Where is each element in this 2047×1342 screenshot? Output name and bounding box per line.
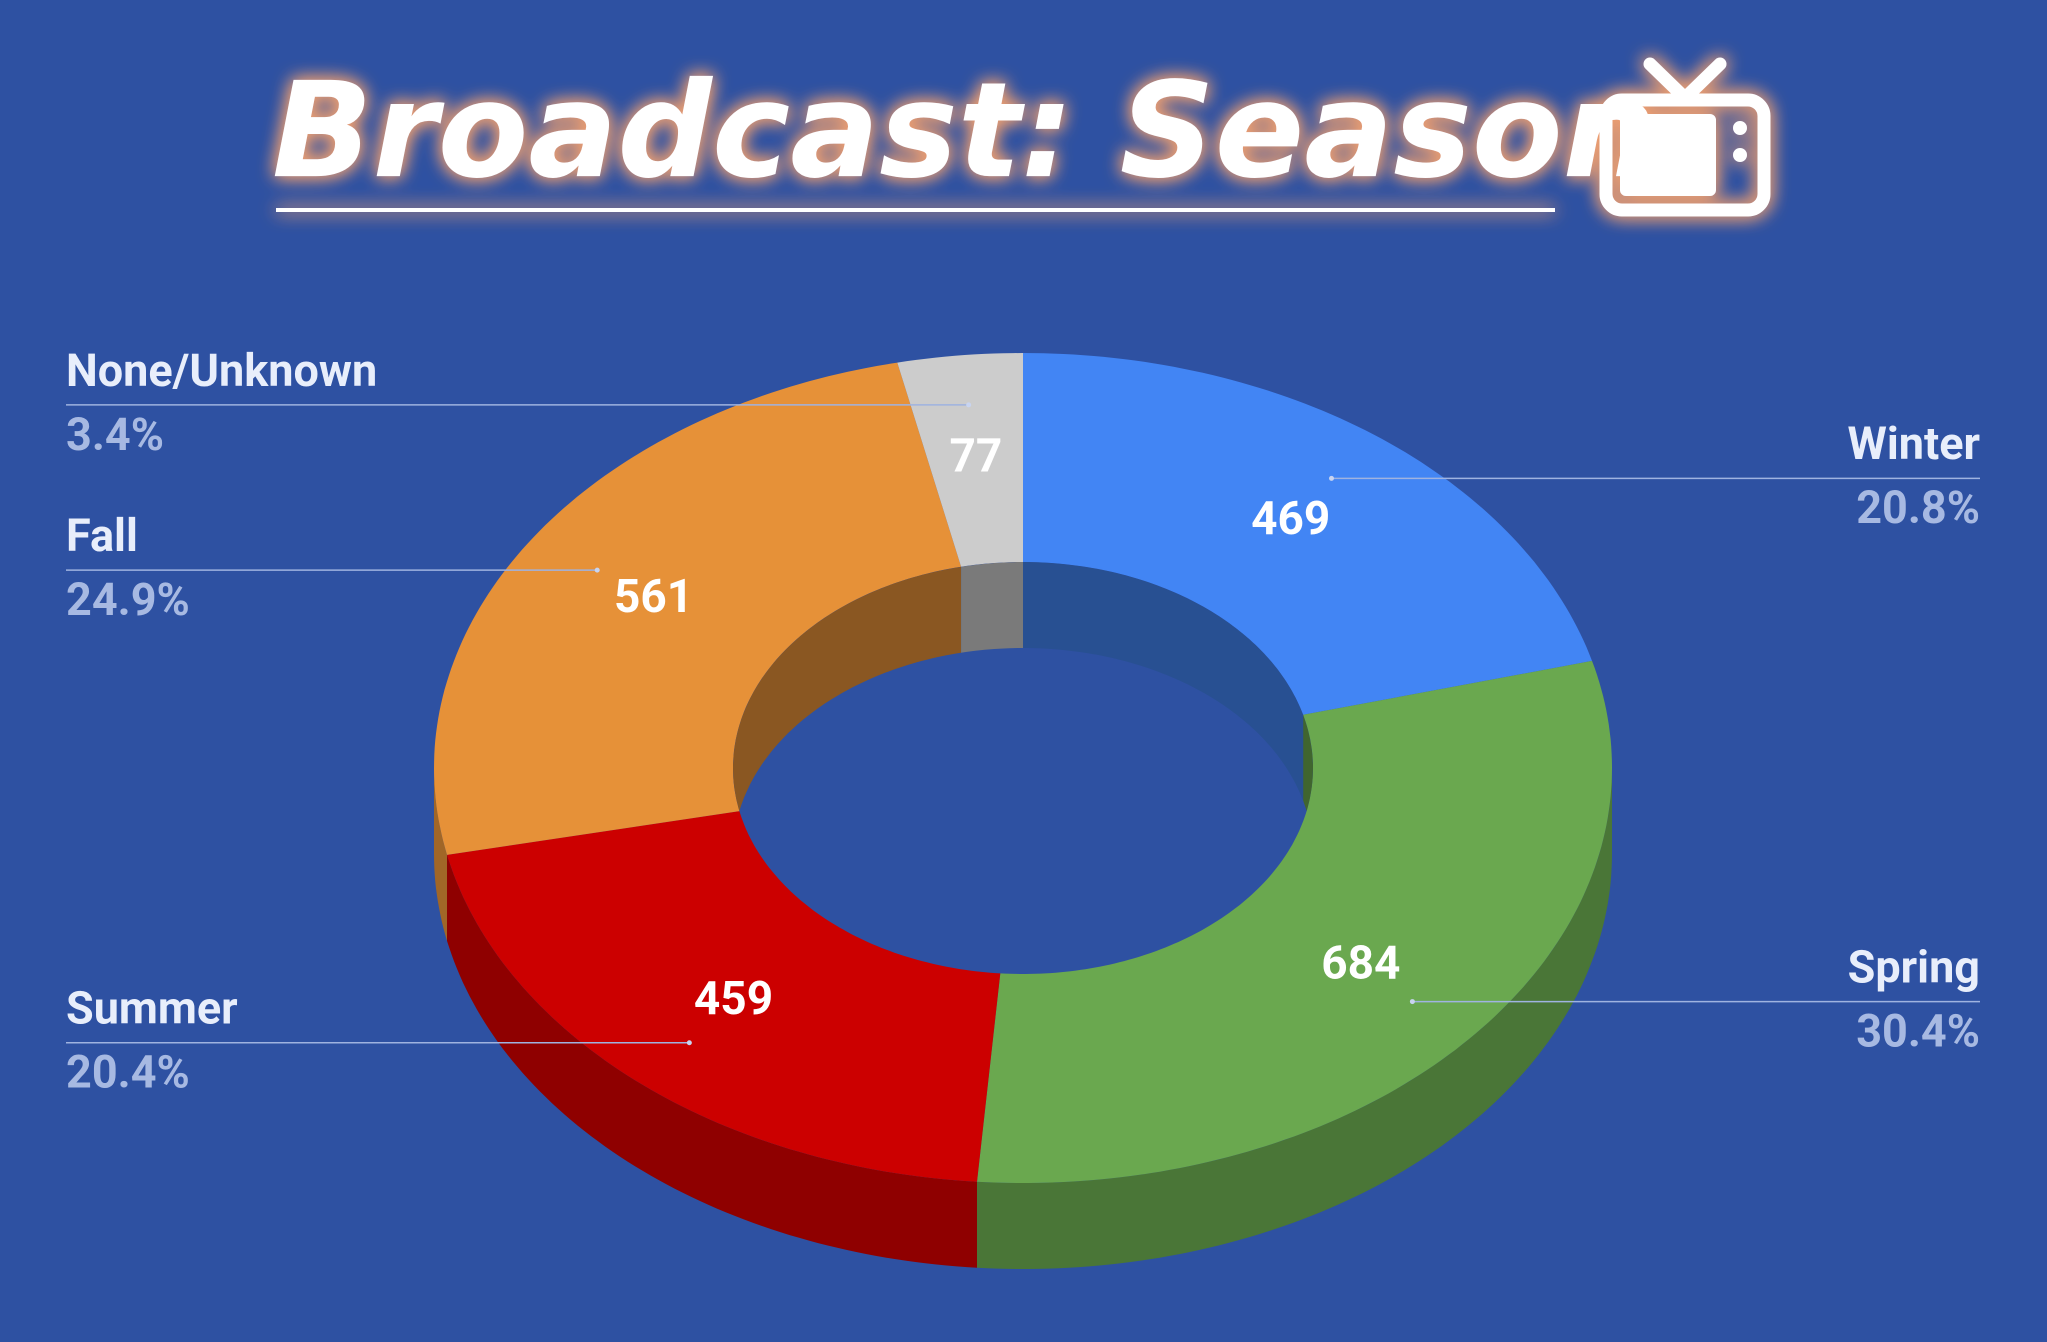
percent-label: 24.9% — [66, 573, 190, 626]
slice — [1023, 353, 1592, 715]
slice-inner-wall — [733, 566, 962, 854]
leader-dot — [1409, 999, 1415, 1005]
category-label: Spring — [1848, 940, 1980, 993]
category-label: Summer — [66, 982, 238, 1035]
slice-side — [434, 768, 447, 941]
title-group: Broadcast: Season — [272, 54, 1771, 217]
leader-dot — [966, 402, 972, 408]
percent-label: 30.4% — [1856, 1004, 1980, 1057]
leader-dot — [686, 1040, 692, 1046]
slice — [977, 660, 1612, 1183]
slice — [434, 362, 962, 855]
percent-label: 20.4% — [66, 1046, 190, 1099]
slice — [447, 811, 1001, 1182]
chart-title: Broadcast: Season — [272, 54, 1657, 208]
percent-label: 3.4% — [66, 408, 164, 461]
value-label: 561 — [614, 570, 693, 624]
value-label: 469 — [1251, 492, 1330, 546]
value-label: 684 — [1321, 937, 1400, 991]
category-label: None/Unknown — [66, 344, 377, 397]
value-label: 77 — [949, 429, 1002, 483]
slice-side — [447, 854, 977, 1268]
category-label: Fall — [66, 509, 138, 562]
category-label: Winter — [1847, 417, 1980, 470]
leader-dot — [1329, 475, 1335, 481]
slice-side — [977, 768, 1612, 1269]
slice-inner-wall — [1023, 562, 1304, 801]
slice-inner-wall — [961, 562, 1023, 653]
slice — [897, 353, 1023, 567]
leader-dot — [594, 567, 600, 573]
tv-icon — [1599, 57, 1771, 217]
hole-walls — [733, 562, 1313, 854]
percent-label: 20.8% — [1856, 481, 1980, 534]
value-label: 459 — [694, 972, 773, 1026]
